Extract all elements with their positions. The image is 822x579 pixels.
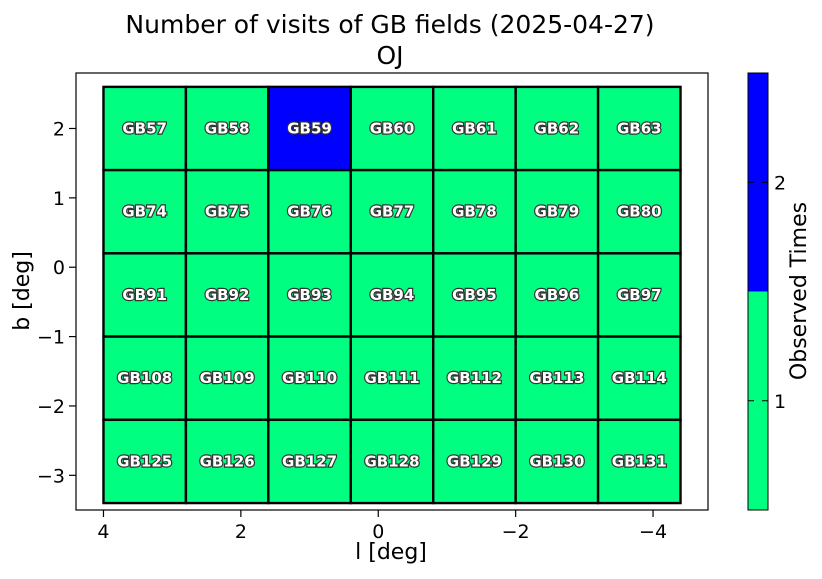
x-tick-label: 4 bbox=[97, 521, 109, 543]
y-axis-ticks: 2 1 0 −1 −2 −3 bbox=[37, 118, 76, 487]
field-label: GB131 bbox=[612, 452, 667, 470]
field-cell-GB108 bbox=[102, 335, 188, 422]
field-label: GB80 bbox=[617, 203, 662, 221]
x-tick-label: −4 bbox=[639, 521, 667, 543]
x-axis-ticks: 4 2 0 −2 −4 bbox=[97, 510, 667, 543]
field-label: GB130 bbox=[529, 452, 584, 470]
field-label: GB110 bbox=[282, 369, 337, 387]
x-tick-label: 0 bbox=[372, 521, 384, 543]
field-label: GB108 bbox=[117, 369, 172, 387]
field-cell-GB80 bbox=[596, 168, 682, 255]
field-cell-GB131 bbox=[596, 418, 682, 505]
field-label: GB58 bbox=[205, 119, 250, 137]
field-cell-GB62 bbox=[514, 85, 600, 172]
field-cell-GB92 bbox=[184, 252, 270, 338]
field-cell-GB57 bbox=[102, 85, 188, 172]
field-label: GB113 bbox=[529, 369, 584, 387]
colorbar-segment bbox=[748, 291, 768, 510]
field-label: GB111 bbox=[364, 369, 419, 387]
field-label: GB75 bbox=[205, 203, 250, 221]
field-cell-GB76 bbox=[267, 168, 352, 255]
field-label: GB96 bbox=[535, 286, 580, 304]
field-cell-GB78 bbox=[432, 168, 517, 255]
field-cell-GB58 bbox=[184, 85, 270, 172]
field-cell-GB127 bbox=[267, 418, 352, 505]
field-cell-GB94 bbox=[349, 252, 435, 338]
y-tick-label: −2 bbox=[37, 396, 65, 418]
field-label: GB76 bbox=[287, 203, 332, 221]
field-label: GB92 bbox=[205, 286, 250, 304]
x-tick-label: −2 bbox=[502, 521, 530, 543]
field-label: GB78 bbox=[452, 203, 497, 221]
field-label: GB60 bbox=[370, 119, 415, 137]
y-tick-label: 0 bbox=[53, 257, 65, 279]
field-label: GB97 bbox=[617, 286, 662, 304]
y-tick-label: −3 bbox=[37, 465, 65, 487]
field-label: GB77 bbox=[370, 203, 415, 221]
field-label: GB125 bbox=[117, 452, 172, 470]
field-label: GB79 bbox=[535, 203, 580, 221]
y-axis-label: b [deg] bbox=[10, 251, 35, 331]
colorbar-tick-label: 1 bbox=[774, 391, 786, 413]
field-cell-GB125 bbox=[102, 418, 188, 505]
field-label: GB57 bbox=[122, 119, 167, 137]
field-label: GB94 bbox=[370, 286, 415, 304]
field-cell-GB109 bbox=[184, 335, 270, 422]
field-label: GB61 bbox=[452, 119, 497, 137]
field-label: GB62 bbox=[535, 119, 580, 137]
chart-subtitle: OJ bbox=[376, 41, 403, 70]
y-tick-label: 1 bbox=[53, 188, 65, 210]
field-label: GB127 bbox=[282, 452, 337, 470]
field-label: GB91 bbox=[122, 286, 167, 304]
colorbar-segment bbox=[748, 73, 768, 292]
field-cell-GB95 bbox=[432, 252, 517, 338]
field-label: GB59 bbox=[287, 119, 332, 137]
x-axis-label: l [deg] bbox=[355, 540, 427, 565]
chart-title: Number of visits of GB fields (2025-04-2… bbox=[125, 10, 654, 39]
field-labels: GB57 GB58 GB59 GB60 GB61 GB62 GB63 GB74 GB75 GB76… bbox=[116, 118, 668, 471]
field-label: GB63 bbox=[617, 119, 662, 137]
x-tick-label: 2 bbox=[235, 521, 247, 543]
field-label: GB109 bbox=[200, 369, 255, 387]
field-cell-GB96 bbox=[514, 252, 600, 338]
field-cell-GB113 bbox=[514, 335, 600, 422]
plot-frame bbox=[75, 72, 709, 511]
field-cell-GB74 bbox=[102, 168, 188, 255]
field-label: GB93 bbox=[287, 286, 332, 304]
heatmap-cells bbox=[102, 85, 682, 505]
field-label: GB129 bbox=[447, 452, 502, 470]
field-label: GB74 bbox=[122, 203, 167, 221]
colorbar-frame bbox=[747, 72, 769, 511]
field-label: GB114 bbox=[612, 369, 667, 387]
colorbar-tick-label: 2 bbox=[774, 172, 786, 194]
colorbar-label: Observed Times bbox=[787, 202, 812, 380]
field-label: GB126 bbox=[200, 452, 255, 470]
y-tick-label: −1 bbox=[37, 327, 65, 349]
field-label: GB95 bbox=[452, 286, 497, 304]
y-tick-label: 2 bbox=[53, 118, 65, 140]
field-label: GB128 bbox=[364, 452, 419, 470]
field-cell-GB93 bbox=[267, 252, 352, 338]
colorbar: 12 bbox=[747, 72, 786, 511]
field-cell-GB97 bbox=[596, 252, 682, 338]
field-cell-GB114 bbox=[596, 335, 682, 422]
field-label: GB112 bbox=[447, 369, 502, 387]
field-cell-GB130 bbox=[514, 418, 600, 505]
